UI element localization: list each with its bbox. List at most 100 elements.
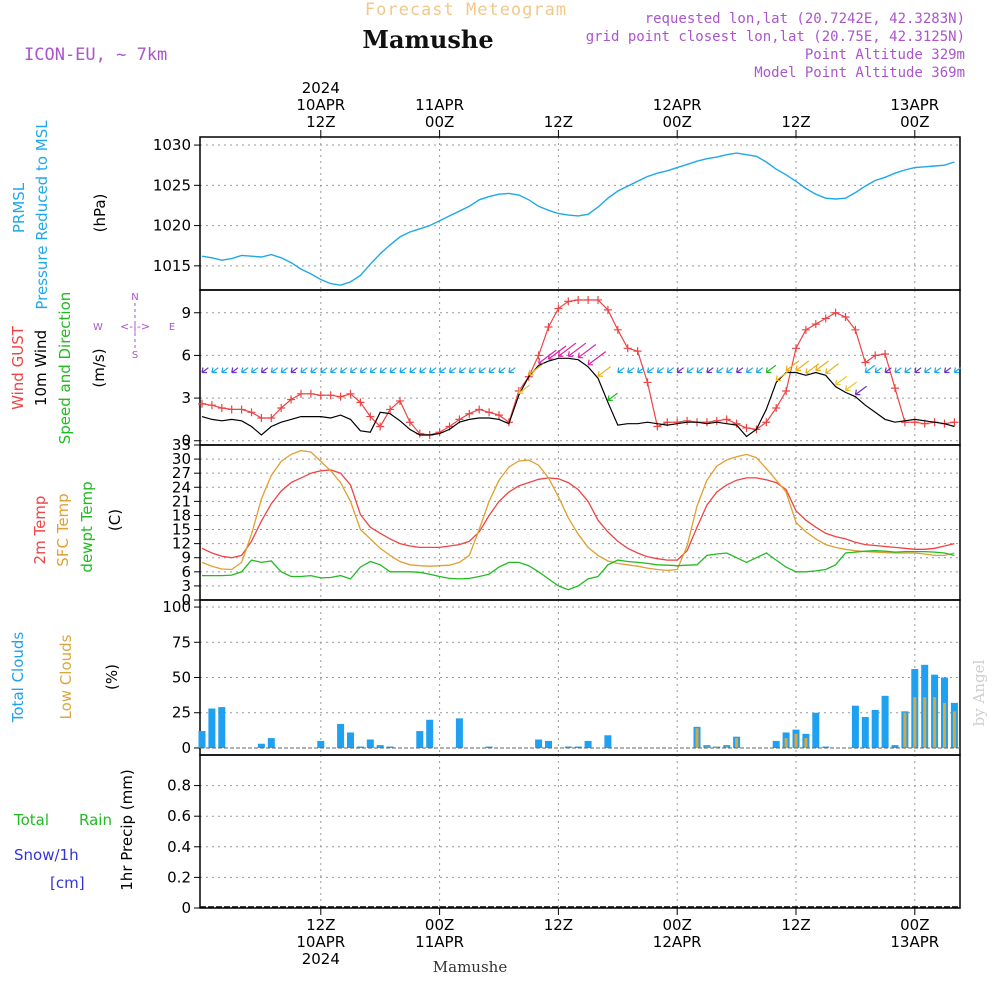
total-cloud-bar xyxy=(772,740,780,748)
wind-ytick-label: 0 xyxy=(181,432,191,450)
temp-ytick-label: 12 xyxy=(172,535,191,553)
total-cloud-bar xyxy=(604,735,612,748)
wind-direction-arrow xyxy=(320,367,328,374)
total-cloud-bar xyxy=(584,740,592,748)
wind-direction-arrow xyxy=(280,367,288,374)
wind-direction-arrow xyxy=(270,367,279,374)
gust-marker xyxy=(633,347,642,356)
wind-direction-arrow xyxy=(637,367,645,374)
temp-2m-label: 2m Temp xyxy=(31,496,49,565)
watermark: by Angel xyxy=(970,659,988,726)
wind-direction-arrow xyxy=(369,367,378,374)
gust-marker xyxy=(871,351,880,360)
wind-direction-arrow xyxy=(607,392,618,401)
grid-point-coords: grid point closest lon,lat (20.75E, 42.3… xyxy=(586,29,965,45)
pressure-ytick-label: 1020 xyxy=(153,217,191,235)
top-time-label: 11APR xyxy=(415,96,464,114)
wind-direction-arrow xyxy=(934,367,942,374)
precip-panel-labels: Total Rain Snow/1h [cm] 1hr Precip (mm) xyxy=(13,769,136,892)
wind-direction-arrow xyxy=(884,367,892,374)
super-title: Forecast Meteogram xyxy=(365,0,567,20)
gust-marker xyxy=(297,389,305,398)
wind-gust-label: Wind GUST xyxy=(9,325,27,410)
gust-marker xyxy=(475,405,484,414)
compass-arrow: <-|-> xyxy=(120,320,150,333)
top-time-label: 00Z xyxy=(425,113,454,131)
wind-direction-arrow xyxy=(676,367,684,374)
gust-marker xyxy=(356,398,365,407)
gust-marker xyxy=(217,404,226,413)
wind-direction-arrow xyxy=(340,367,348,374)
gust-marker xyxy=(336,392,345,401)
wind-panel-labels: Wind GUST 10m Wind Speed and Direction (… xyxy=(9,292,175,445)
total-cloud-bar xyxy=(861,716,869,748)
compass-n: N xyxy=(131,292,138,303)
total-cloud-bar xyxy=(574,746,582,748)
wind-direction-arrow xyxy=(488,367,496,374)
requested-coords: requested lon,lat (20.7242E, 42.3283N) xyxy=(645,11,965,27)
bottom-time-label: 00Z xyxy=(900,916,929,934)
sfc-temp-label: SFC Temp xyxy=(54,493,72,566)
wind-direction-arrow xyxy=(498,367,506,374)
total-cloud-bar xyxy=(218,707,226,748)
wind-direction-arrow xyxy=(389,367,397,374)
wind-direction-arrow xyxy=(805,363,820,374)
sfc-temp-line xyxy=(201,449,955,572)
total-cloud-bar xyxy=(564,746,572,748)
gust-marker xyxy=(465,409,474,418)
gust-marker xyxy=(544,322,553,331)
wind-direction-arrow xyxy=(349,367,358,374)
low-cloud-bar xyxy=(705,746,709,748)
total-cloud-bar xyxy=(812,712,820,748)
wind-direction-arrow xyxy=(429,367,437,374)
total-cloud-bar xyxy=(545,740,552,748)
wind-direction-arrow xyxy=(379,367,387,374)
wind-direction-arrow xyxy=(587,351,607,366)
total-cloud-bar xyxy=(347,732,354,748)
temp-ytick-label: 0 xyxy=(181,591,191,609)
wind-direction-arrow xyxy=(706,367,714,374)
total-cloud-bar xyxy=(822,746,830,748)
wind-direction-arrow xyxy=(538,349,557,364)
total-cloud-bar xyxy=(198,731,206,748)
total-cloud-bar xyxy=(871,709,879,748)
temp-ytick-label: 9 xyxy=(181,549,191,567)
top-time-label: 12Z xyxy=(544,113,573,131)
pressure-frame xyxy=(199,136,961,291)
wind-direction-arrow xyxy=(795,360,810,372)
wind-direction-arrow xyxy=(726,367,734,374)
gust-marker xyxy=(326,391,335,400)
wind-ytick-label: 9 xyxy=(181,304,191,322)
gust-marker xyxy=(722,415,731,424)
total-cloud-bar xyxy=(257,743,265,748)
total-cloud-bar xyxy=(535,739,543,748)
gust-marker xyxy=(316,391,325,400)
gust-marker xyxy=(702,418,711,427)
top-time-label: 12APR xyxy=(653,96,702,114)
pressure-ytick-label: 1030 xyxy=(153,136,191,154)
dewpt-label: dewpt Temp xyxy=(78,481,96,572)
gust-line xyxy=(201,299,955,436)
cloud-unit: (%) xyxy=(103,664,121,690)
gust-marker xyxy=(366,412,375,421)
total-cloud-bar xyxy=(851,705,859,748)
pressure-unit: (hPa) xyxy=(91,194,109,233)
total-clouds-label: Total Clouds xyxy=(9,632,27,724)
low-cloud-bar xyxy=(952,711,956,748)
wind-direction-arrow xyxy=(557,342,577,357)
top-time-label: 00Z xyxy=(663,113,692,131)
gust-marker xyxy=(742,423,751,432)
temp-ytick-label: 18 xyxy=(172,506,191,524)
wind-direction-arrow xyxy=(666,367,675,374)
plot-layer: 1015102010251030036903691215182124273033… xyxy=(153,79,962,968)
wind-direction-arrow xyxy=(904,367,912,374)
wind-direction-arrow xyxy=(359,367,368,374)
bottom-time-label: 12Z xyxy=(306,916,335,934)
gust-marker xyxy=(900,418,909,427)
gust-marker xyxy=(811,320,820,329)
temp-ytick-label: 30 xyxy=(172,450,191,468)
wind-direction-arrow xyxy=(478,367,486,374)
rain-label: Rain xyxy=(79,811,112,829)
gust-marker xyxy=(257,413,266,422)
